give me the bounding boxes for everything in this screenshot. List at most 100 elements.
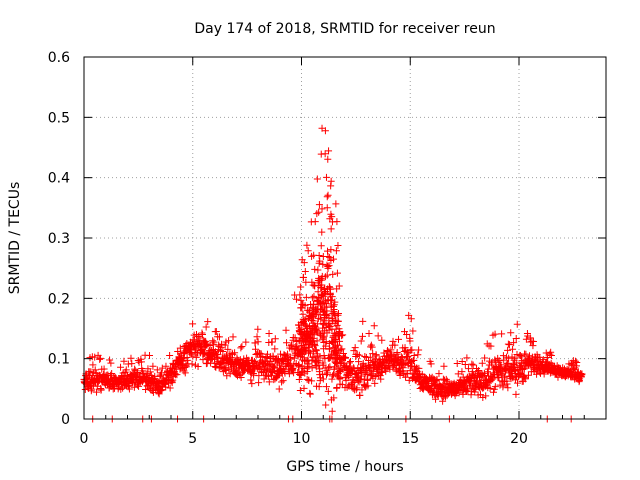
data-point (351, 344, 359, 352)
data-point (323, 271, 331, 279)
data-point (328, 375, 336, 383)
data-point (547, 351, 555, 359)
data-point (547, 348, 555, 356)
data-point (406, 337, 414, 345)
data-point (317, 315, 325, 323)
data-point (162, 383, 170, 391)
data-point (162, 362, 170, 370)
data-point (333, 269, 341, 277)
data-point (201, 349, 209, 357)
data-point (571, 357, 579, 365)
data-point (569, 365, 577, 373)
x-tick-label: 10 (293, 431, 311, 447)
data-point (87, 368, 95, 376)
data-point (330, 370, 338, 378)
data-point (323, 193, 331, 201)
data-point (355, 358, 363, 366)
data-point (499, 381, 507, 389)
data-point (338, 345, 346, 353)
data-point (260, 375, 268, 383)
data-point (271, 335, 279, 343)
data-point (96, 354, 104, 362)
data-point (194, 362, 202, 370)
data-point (327, 177, 335, 185)
data-point (542, 349, 550, 357)
data-point (331, 298, 339, 306)
data-point (204, 318, 212, 326)
y-tick-label: 0.4 (48, 171, 70, 187)
data-point (374, 332, 382, 340)
data-point (275, 361, 283, 369)
data-point (367, 341, 375, 349)
data-point (225, 337, 233, 345)
data-point (137, 358, 145, 366)
data-point (169, 376, 177, 384)
data-point (223, 372, 231, 380)
data-point (407, 315, 415, 323)
data-point (305, 343, 313, 351)
data-point (117, 385, 125, 393)
data-point (255, 379, 263, 387)
data-point (134, 368, 142, 376)
y-tick-label: 0 (61, 412, 70, 428)
data-point (488, 361, 496, 369)
data-point (318, 335, 326, 343)
data-point (313, 358, 321, 366)
data-point (427, 360, 435, 368)
data-point (378, 336, 386, 344)
data-point (491, 383, 499, 391)
data-point (529, 337, 537, 345)
data-point (368, 343, 376, 351)
data-point (304, 247, 312, 255)
data-point (180, 367, 188, 375)
data-point (114, 379, 122, 387)
data-point (100, 365, 108, 373)
data-point (314, 288, 322, 296)
data-point (509, 345, 517, 353)
data-point (522, 350, 530, 358)
data-point (182, 363, 190, 371)
data-point (301, 346, 309, 354)
data-point (189, 320, 197, 328)
data-point (332, 247, 340, 255)
data-point (402, 347, 410, 355)
data-point (524, 371, 532, 379)
data-point (372, 352, 380, 360)
x-axis-title: GPS time / hours (286, 459, 403, 475)
data-point (324, 369, 332, 377)
data-point (325, 326, 333, 334)
data-point (330, 394, 338, 402)
data-point (393, 349, 401, 357)
data-point (370, 322, 378, 330)
data-point (206, 341, 214, 349)
data-point (308, 294, 316, 302)
data-point (355, 351, 363, 359)
data-point (157, 386, 165, 394)
data-point (336, 374, 344, 382)
data-point (117, 363, 125, 371)
data-point (248, 380, 256, 388)
data-point (331, 363, 339, 371)
data-point (396, 372, 404, 380)
data-point (316, 374, 324, 382)
data-point (356, 376, 364, 384)
data-point (173, 371, 181, 379)
data-point (504, 359, 512, 367)
data-point (111, 384, 119, 392)
data-point (302, 293, 310, 301)
data-point (181, 369, 189, 377)
x-tick-label: 0 (80, 431, 89, 447)
data-point (334, 311, 342, 319)
data-point (441, 393, 449, 401)
data-point (414, 351, 422, 359)
data-point (107, 359, 115, 367)
data-point (503, 380, 511, 388)
data-point (314, 266, 322, 274)
data-point (339, 331, 347, 339)
data-point (310, 341, 318, 349)
data-point (335, 282, 343, 290)
data-point (127, 354, 135, 362)
data-point (322, 173, 330, 181)
data-point (319, 260, 327, 268)
data-point (286, 355, 294, 363)
